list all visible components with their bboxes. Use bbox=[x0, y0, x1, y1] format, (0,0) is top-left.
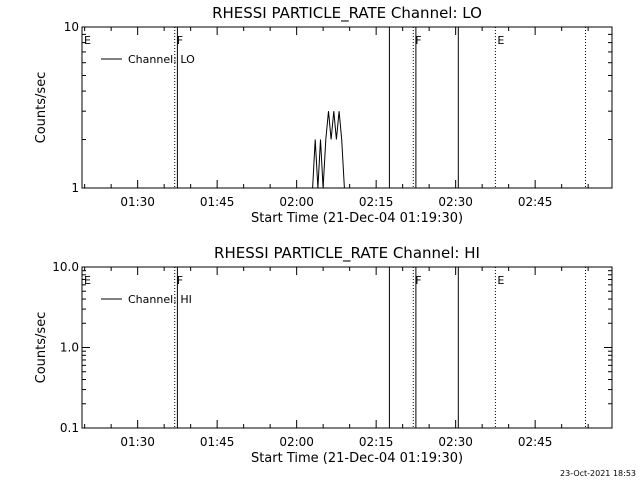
flag-label: E bbox=[497, 274, 504, 287]
y-tick-label: 1 bbox=[71, 181, 79, 195]
chart-title: RHESSI PARTICLE_RATE Channel: HI bbox=[214, 244, 480, 263]
flag-label: E bbox=[497, 34, 504, 47]
y-axis-label: Counts/sec bbox=[34, 72, 49, 144]
x-axis-label: Start Time (21-Dec-04 01:19:30) bbox=[251, 211, 463, 226]
x-tick-label: 02:30 bbox=[438, 195, 473, 209]
x-tick-label: 02:00 bbox=[279, 195, 314, 209]
x-tick-label: 01:30 bbox=[120, 435, 155, 449]
flag-label: F bbox=[177, 34, 183, 47]
y-tick-label: 0.1 bbox=[60, 421, 79, 435]
y-tick-label: 1.0 bbox=[60, 341, 79, 355]
flag-label: E bbox=[84, 34, 91, 47]
x-tick-label: 02:45 bbox=[518, 195, 553, 209]
series-line-channel-lo bbox=[312, 111, 345, 189]
x-tick-label: 01:45 bbox=[200, 435, 235, 449]
x-tick-label: 02:00 bbox=[279, 435, 314, 449]
flag-label: F bbox=[415, 274, 421, 287]
x-tick-label: 02:15 bbox=[359, 435, 394, 449]
flag-label: E bbox=[84, 274, 91, 287]
y-tick-label: 10.0 bbox=[52, 260, 79, 274]
flag-label: F bbox=[177, 274, 183, 287]
x-axis-label: Start Time (21-Dec-04 01:19:30) bbox=[251, 451, 463, 466]
legend-label: Channel: LO bbox=[128, 53, 195, 66]
flag-label: F bbox=[415, 34, 421, 47]
y-axis-label: Counts/sec bbox=[34, 312, 49, 384]
footer-timestamp: 23-Oct-2021 18:53 bbox=[560, 469, 636, 478]
y-tick-label: 10 bbox=[64, 20, 79, 34]
x-tick-label: 01:30 bbox=[120, 195, 155, 209]
chart-panel-2: RHESSI PARTICLE_RATE Channel: HI 0.1 1.0 10… bbox=[34, 244, 613, 466]
legend-label: Channel: HI bbox=[128, 293, 192, 306]
x-tick-label: 02:15 bbox=[359, 195, 394, 209]
chart-panel-1: RHESSI PARTICLE_RATE Channel: LO 1 10 01:30… bbox=[34, 4, 613, 226]
x-tick-label: 02:45 bbox=[518, 435, 553, 449]
plot-frame bbox=[81, 26, 613, 189]
plot-frame bbox=[81, 266, 613, 429]
chart-title: RHESSI PARTICLE_RATE Channel: LO bbox=[212, 4, 482, 23]
x-tick-label: 01:45 bbox=[200, 195, 235, 209]
x-tick-label: 02:30 bbox=[438, 435, 473, 449]
